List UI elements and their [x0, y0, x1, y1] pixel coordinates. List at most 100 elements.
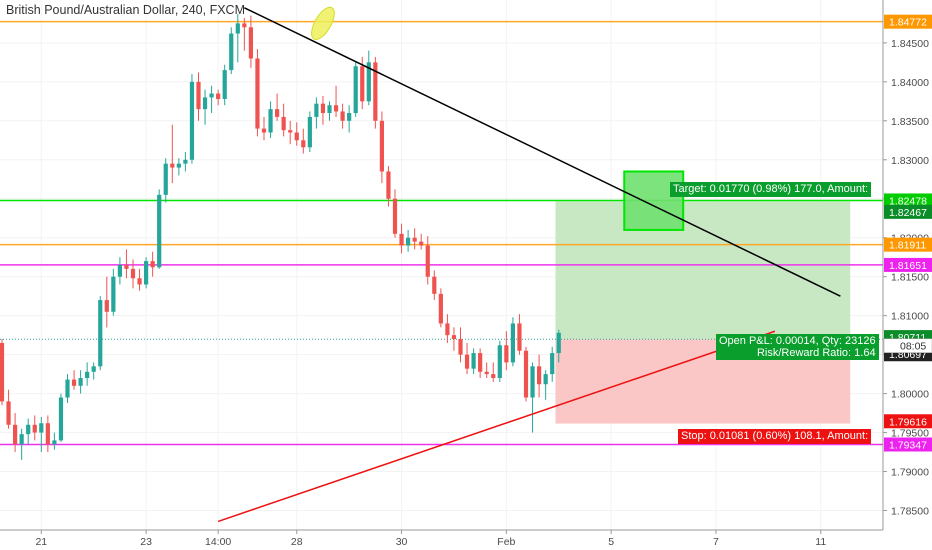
- candle-body: [294, 132, 299, 141]
- candle-body: [176, 163, 181, 168]
- candle-body: [58, 397, 64, 441]
- candle-body: [202, 97, 208, 110]
- candle-body: [45, 423, 50, 445]
- candle-body: [550, 353, 555, 375]
- candle-body: [386, 171, 391, 199]
- price-label-text: 1.81911: [889, 240, 926, 252]
- countdown-box: [883, 338, 932, 353]
- candle-body: [170, 163, 175, 168]
- candle-body: [268, 109, 273, 133]
- candle-body: [6, 401, 11, 425]
- candle-body: [307, 116, 312, 148]
- price-tick-label: 1.83000: [891, 155, 929, 167]
- price-tick-label: 1.80000: [891, 389, 929, 401]
- ellipse-marker: [311, 6, 335, 40]
- candle-body: [209, 93, 214, 98]
- time-tick-label: 21: [35, 536, 47, 548]
- target-label: Target: 0.01770 (0.98%) 177.0, Amount:: [670, 182, 872, 197]
- candle-body: [484, 371, 489, 375]
- candle-body: [320, 103, 326, 114]
- candle-body: [347, 113, 352, 121]
- price-tick-label: 1.79000: [891, 467, 929, 479]
- candle-body: [353, 66, 358, 114]
- price-tick-label: 1.79500: [891, 428, 929, 440]
- candle-body: [117, 265, 122, 277]
- candle-body: [406, 237, 411, 246]
- candle-body: [491, 374, 496, 379]
- open-pnl-text: Open P&L: 0.00014, Qty: 23126: [719, 335, 876, 347]
- candle-body: [91, 366, 96, 372]
- candle-body: [288, 130, 293, 133]
- time-tick-label: 5: [608, 536, 614, 548]
- candle-body: [196, 81, 201, 110]
- candle-body: [65, 379, 70, 398]
- time-tick-label: 14:00: [205, 536, 231, 548]
- candle-body: [445, 323, 450, 336]
- price-label-box: [884, 193, 932, 208]
- candle-body: [399, 233, 404, 246]
- candle-body: [124, 265, 129, 269]
- candle-body: [52, 440, 57, 445]
- candle-body: [98, 300, 103, 367]
- price-label-text: 1.81651: [889, 260, 927, 272]
- price-label-box: [884, 14, 932, 29]
- countdown-text: 08:05: [900, 341, 926, 353]
- price-label-box: [884, 237, 932, 252]
- candle-body: [150, 261, 155, 268]
- candle-body: [314, 103, 319, 117]
- candle-body: [425, 245, 430, 277]
- price-label-box: [884, 414, 932, 429]
- trend-line: [217, 330, 776, 523]
- candle-body: [556, 332, 561, 354]
- time-tick-label: 30: [396, 536, 408, 548]
- candle-body: [26, 424, 31, 435]
- candle-body: [510, 323, 515, 363]
- candle-body: [517, 323, 522, 351]
- time-tick-label: 23: [140, 536, 152, 548]
- candle-body: [412, 237, 417, 242]
- candle-body: [458, 339, 463, 355]
- candle-body: [379, 120, 384, 172]
- candle-body: [32, 424, 37, 433]
- time-tick-label: Feb: [497, 536, 515, 548]
- candle-body: [464, 354, 470, 369]
- candle-body: [137, 278, 142, 285]
- candle-body: [471, 353, 476, 369]
- trend-line: [244, 7, 841, 297]
- pnl-label: Open P&L: 0.00014, Qty: 23126 Risk/Rewar…: [716, 334, 879, 360]
- candle-body: [157, 194, 162, 268]
- candle-body: [235, 23, 240, 34]
- candle-body: [392, 198, 398, 234]
- time-tick-label: 7: [713, 536, 719, 548]
- candle-body: [255, 58, 260, 129]
- candle-body: [183, 159, 188, 164]
- candle-body: [78, 378, 83, 386]
- candle-body: [497, 345, 502, 379]
- stop-label: Stop: 0.01081 (0.60%) 108.1, Amount:: [678, 429, 872, 444]
- candle-body: [478, 353, 483, 372]
- price-label-text: 1.82467: [889, 207, 927, 219]
- candle-body: [360, 66, 365, 102]
- price-tick-label: 1.84000: [891, 77, 929, 89]
- candle-body: [333, 105, 339, 112]
- price-label-box: [884, 257, 932, 272]
- time-tick-label: 11: [815, 536, 826, 548]
- candle-body: [242, 23, 247, 28]
- candle-body: [144, 261, 149, 285]
- price-label-text: 1.79347: [889, 439, 927, 451]
- candle-body: [229, 33, 234, 71]
- candle-body: [130, 268, 136, 279]
- target-zone: [555, 201, 851, 340]
- candle-body: [451, 335, 457, 340]
- candle-body: [340, 111, 345, 121]
- price-label-text: 1.84772: [889, 17, 927, 29]
- candle-body: [419, 241, 424, 246]
- candle-body: [537, 366, 542, 385]
- candle-body: [327, 105, 332, 114]
- candle-body: [261, 128, 267, 133]
- candle-body: [530, 366, 535, 398]
- candle-body: [366, 62, 371, 102]
- candle-body: [248, 27, 253, 59]
